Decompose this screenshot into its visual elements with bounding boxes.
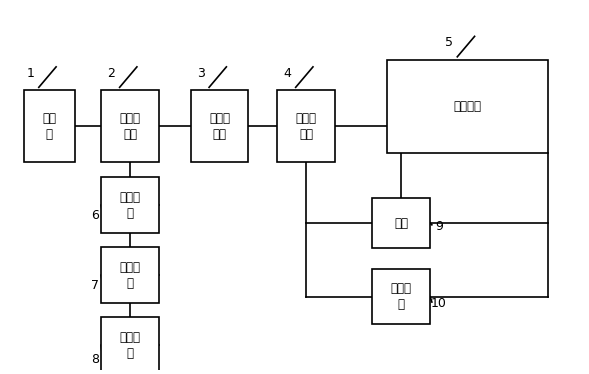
Bar	[372, 269, 430, 325]
Text: 9: 9	[435, 220, 443, 233]
Text: 1: 1	[27, 67, 34, 80]
Text: 驱动系
统: 驱动系 统	[391, 282, 412, 311]
Text: 3: 3	[197, 67, 204, 80]
Bar	[101, 177, 159, 233]
Text: 制动踏
板: 制动踏 板	[120, 261, 141, 289]
Text: 整车控
制器: 整车控 制器	[296, 111, 316, 141]
Text: 空调面
板: 空调面 板	[120, 191, 141, 220]
Bar	[372, 198, 430, 248]
Bar	[387, 60, 548, 153]
Text: 2: 2	[107, 67, 115, 80]
Text: 档位机
构: 档位机 构	[120, 331, 141, 360]
Bar	[191, 90, 249, 162]
Text: 驾驶侧
车门: 驾驶侧 车门	[120, 111, 141, 141]
Text: 5: 5	[445, 36, 453, 49]
Text: 8: 8	[91, 353, 100, 366]
Bar	[101, 317, 159, 373]
Bar	[101, 90, 159, 162]
Text: 车钥
匙: 车钥 匙	[42, 111, 56, 141]
Text: 10: 10	[431, 297, 446, 310]
Text: 7: 7	[91, 279, 100, 292]
Bar	[24, 90, 75, 162]
Bar	[101, 247, 159, 303]
Text: 高压电池: 高压电池	[454, 100, 482, 113]
Bar	[277, 90, 335, 162]
Text: 6: 6	[91, 209, 100, 223]
Text: 4: 4	[283, 67, 291, 80]
Text: 电源控
制器: 电源控 制器	[209, 111, 230, 141]
Text: 空调: 空调	[394, 217, 408, 230]
